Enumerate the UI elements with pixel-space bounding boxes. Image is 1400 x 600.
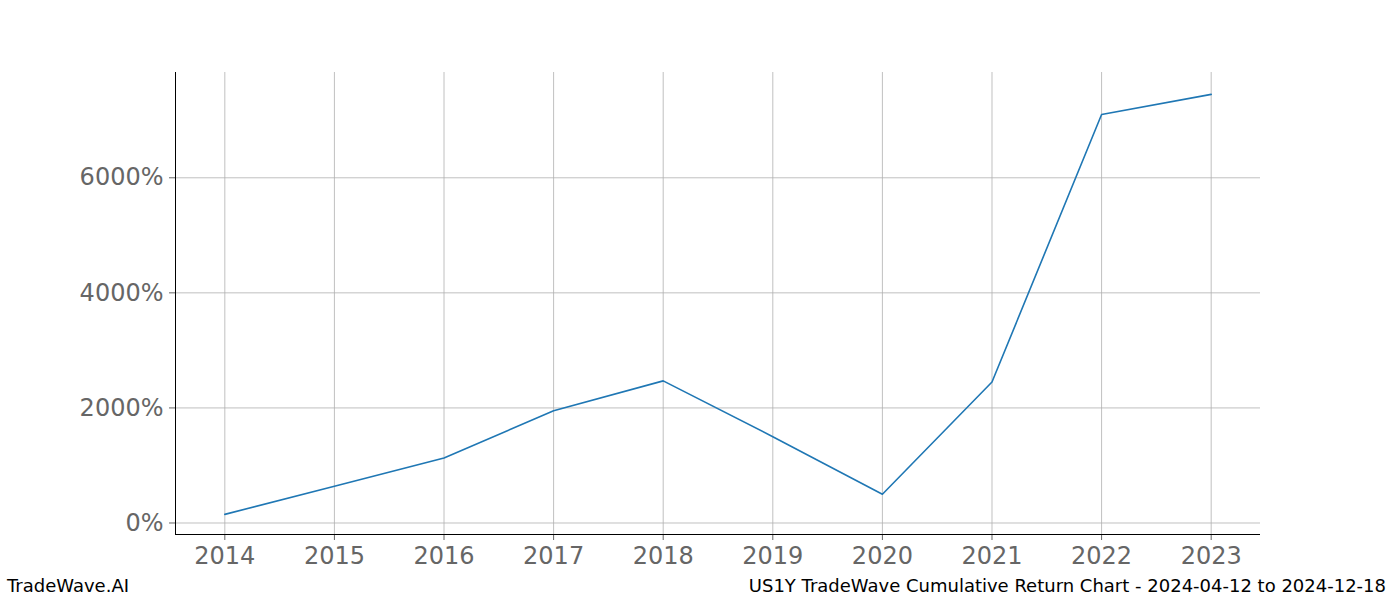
html-text:TradeWave.AI: TradeWave.AI <box>7 575 129 596</box>
svg-text:2023: 2023 <box>1181 542 1242 570</box>
svg-text:2015: 2015 <box>304 542 365 570</box>
svg-text:2019: 2019 <box>742 542 803 570</box>
svg-text:2017: 2017 <box>523 542 584 570</box>
svg-text:2022: 2022 <box>1071 542 1132 570</box>
html-text:US1Y TradeWave Cumulative Retu: US1Y TradeWave Cumulative Return Chart -… <box>748 575 1386 596</box>
svg-text:6000%: 6000% <box>80 163 164 191</box>
svg-text:2020: 2020 <box>852 542 913 570</box>
svg-text:2018: 2018 <box>633 542 694 570</box>
svg-text:2000%: 2000% <box>80 394 164 422</box>
svg-text:4000%: 4000% <box>80 279 164 307</box>
svg-text:2016: 2016 <box>413 542 474 570</box>
svg-text:2014: 2014 <box>194 542 255 570</box>
svg-text:2021: 2021 <box>961 542 1022 570</box>
svg-text:0%: 0% <box>125 509 163 537</box>
